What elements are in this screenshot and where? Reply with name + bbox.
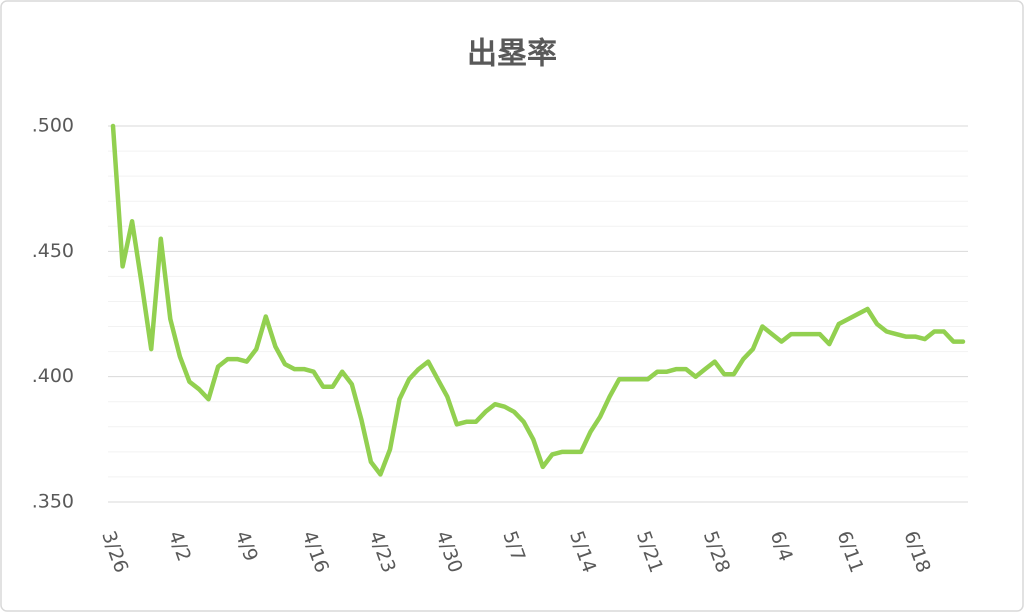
y-tick-label: .450: [32, 240, 74, 262]
data-line: [110, 123, 966, 477]
y-tick-label: .350: [32, 491, 74, 513]
chart-title: 出塁率: [467, 37, 557, 72]
y-tick-label: .500: [32, 115, 74, 137]
y-tick-label: .400: [32, 365, 74, 387]
